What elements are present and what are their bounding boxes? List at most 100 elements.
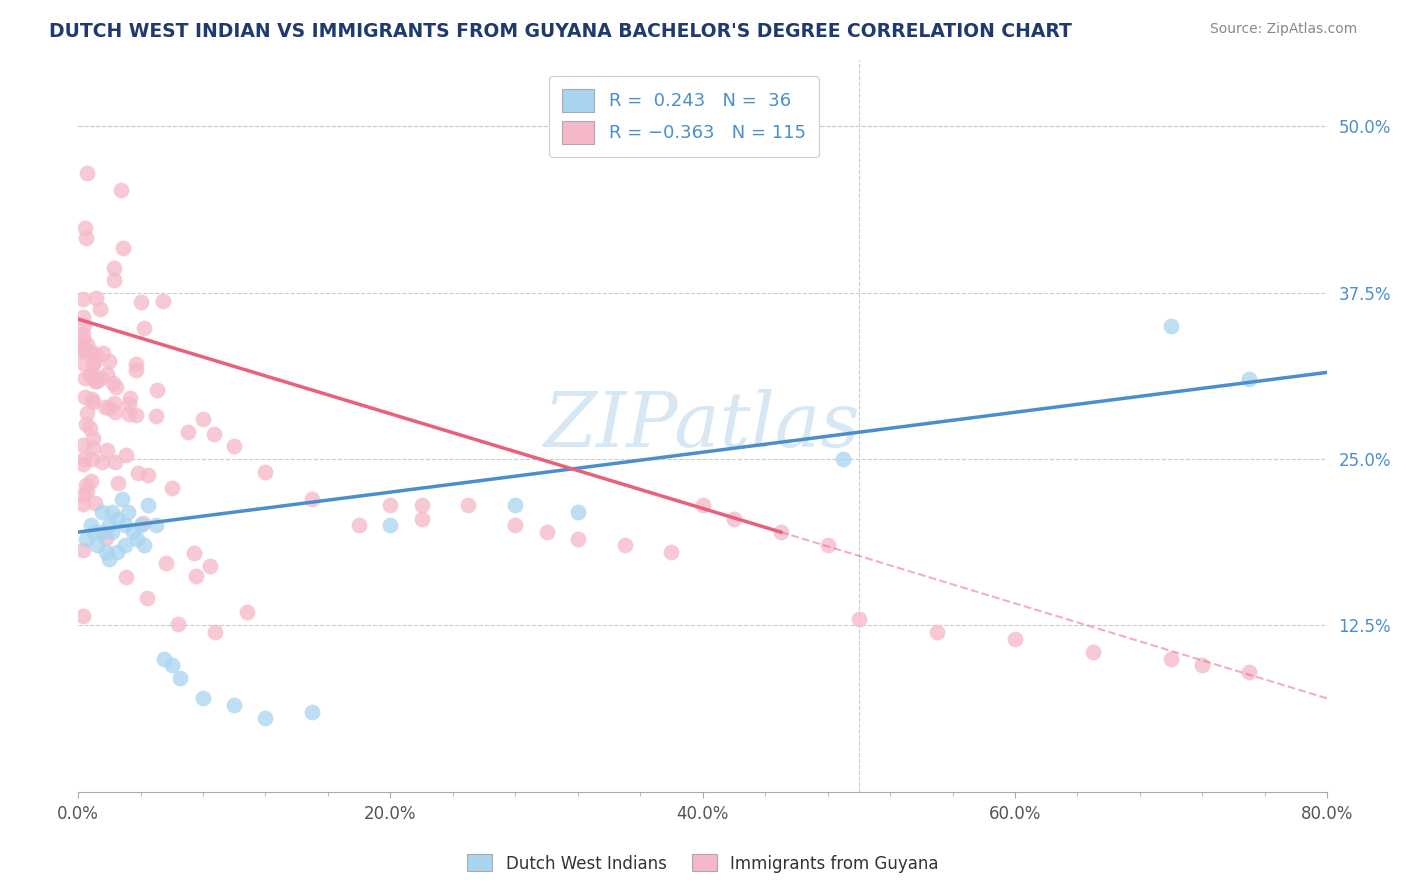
Point bbox=[82, 357, 104, 371]
Point bbox=[661, 545, 683, 559]
Point bbox=[118, 397, 141, 411]
Point bbox=[72, 326, 94, 341]
Point bbox=[96, 442, 118, 457]
Point bbox=[184, 569, 207, 583]
Point bbox=[80, 345, 103, 359]
Point bbox=[145, 518, 167, 533]
Point bbox=[84, 375, 107, 389]
Point bbox=[72, 340, 94, 354]
Point bbox=[111, 491, 134, 506]
Point bbox=[925, 624, 948, 639]
Point bbox=[254, 711, 277, 725]
Point bbox=[82, 431, 104, 445]
Point bbox=[817, 538, 839, 552]
Point bbox=[96, 368, 118, 382]
Point bbox=[411, 499, 433, 513]
Point bbox=[90, 371, 112, 385]
Point bbox=[769, 524, 792, 539]
Point bbox=[76, 484, 98, 499]
Point bbox=[112, 240, 135, 254]
Point bbox=[72, 333, 94, 347]
Point bbox=[198, 558, 221, 573]
Point bbox=[98, 551, 121, 566]
Point bbox=[136, 591, 159, 606]
Point bbox=[101, 505, 124, 519]
Point bbox=[72, 292, 94, 306]
Point bbox=[118, 391, 141, 405]
Point bbox=[1237, 372, 1260, 386]
Point bbox=[129, 518, 152, 533]
Point bbox=[96, 531, 118, 545]
Point bbox=[84, 291, 107, 305]
Point bbox=[103, 396, 125, 410]
Point bbox=[72, 341, 94, 355]
Point bbox=[104, 455, 127, 469]
Point bbox=[380, 499, 402, 513]
Point bbox=[75, 532, 97, 546]
Point bbox=[848, 611, 870, 625]
Point bbox=[136, 468, 159, 483]
Point bbox=[75, 417, 97, 431]
Point bbox=[84, 496, 107, 510]
Point bbox=[105, 380, 128, 394]
Point bbox=[567, 532, 589, 546]
Point bbox=[98, 518, 121, 533]
Point bbox=[90, 454, 112, 468]
Point bbox=[138, 499, 160, 513]
Point bbox=[105, 545, 128, 559]
Point bbox=[132, 321, 155, 335]
Text: Source: ZipAtlas.com: Source: ZipAtlas.com bbox=[1209, 22, 1357, 37]
Point bbox=[72, 543, 94, 558]
Point bbox=[86, 374, 108, 388]
Point bbox=[505, 518, 527, 533]
Point bbox=[204, 426, 226, 441]
Point bbox=[723, 512, 745, 526]
Point bbox=[76, 406, 98, 420]
Point bbox=[86, 348, 108, 362]
Point bbox=[72, 310, 94, 324]
Point bbox=[505, 499, 527, 513]
Point bbox=[254, 465, 277, 479]
Point bbox=[83, 355, 105, 369]
Point bbox=[114, 538, 136, 552]
Point bbox=[72, 497, 94, 511]
Point bbox=[380, 518, 402, 533]
Point bbox=[89, 301, 111, 316]
Point bbox=[117, 505, 139, 519]
Point bbox=[82, 452, 104, 467]
Point bbox=[567, 505, 589, 519]
Point bbox=[72, 343, 94, 358]
Point bbox=[145, 409, 167, 424]
Point bbox=[411, 512, 433, 526]
Point bbox=[166, 616, 188, 631]
Point bbox=[131, 516, 153, 530]
Point bbox=[103, 260, 125, 275]
Point bbox=[110, 183, 132, 197]
Point bbox=[1160, 318, 1182, 333]
Point bbox=[104, 405, 127, 419]
Point bbox=[98, 401, 121, 416]
Point bbox=[115, 570, 138, 584]
Point bbox=[301, 491, 323, 506]
Point bbox=[79, 421, 101, 435]
Point bbox=[191, 691, 214, 706]
Point bbox=[72, 608, 94, 623]
Point bbox=[125, 408, 148, 422]
Point bbox=[72, 457, 94, 471]
Legend: Dutch West Indians, Immigrants from Guyana: Dutch West Indians, Immigrants from Guya… bbox=[461, 847, 945, 880]
Point bbox=[301, 705, 323, 719]
Point bbox=[72, 438, 94, 452]
Point bbox=[127, 532, 149, 546]
Point bbox=[107, 475, 129, 490]
Point bbox=[1004, 632, 1026, 646]
Point bbox=[76, 165, 98, 179]
Point bbox=[82, 392, 104, 406]
Point bbox=[1237, 665, 1260, 679]
Point bbox=[105, 512, 128, 526]
Point bbox=[183, 546, 205, 560]
Point bbox=[72, 356, 94, 370]
Point bbox=[204, 624, 226, 639]
Legend: R =  0.243   N =  36, R = −0.363   N = 115: R = 0.243 N = 36, R = −0.363 N = 115 bbox=[550, 76, 818, 157]
Point bbox=[832, 451, 855, 466]
Point bbox=[101, 376, 124, 390]
